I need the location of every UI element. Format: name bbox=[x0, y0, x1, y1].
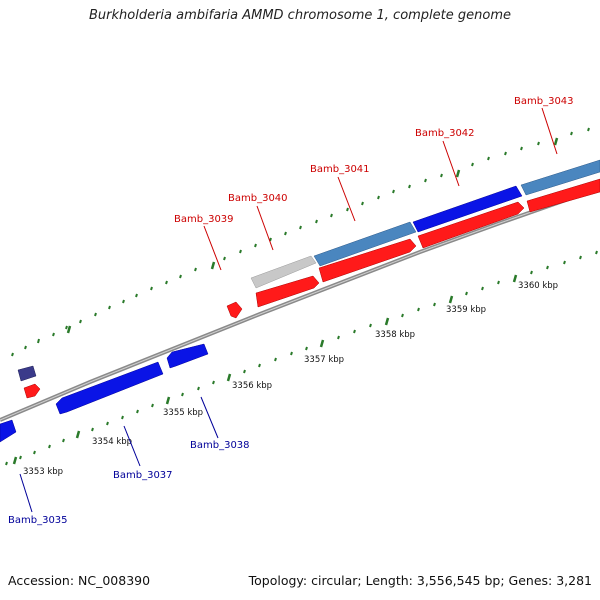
gene-red-1[interactable] bbox=[226, 301, 243, 319]
gene-bamb-3037[interactable] bbox=[55, 361, 164, 415]
gene-bamb-3038[interactable] bbox=[166, 343, 209, 369]
gene-label-bamb-3043: Bamb_3043 bbox=[514, 96, 574, 107]
gene-label-bamb-3041: Bamb_3041 bbox=[310, 164, 370, 175]
gene-navy-small[interactable] bbox=[17, 365, 37, 382]
gene-red-2[interactable] bbox=[255, 275, 320, 308]
map-title: Burkholderia ambifaria AMMD chromosome 1… bbox=[88, 8, 512, 23]
scale-label-3354: 3354 kbp bbox=[92, 437, 132, 447]
scale-labels: 3353 kbp 3354 kbp 3355 kbp 3356 kbp 3357… bbox=[23, 281, 558, 477]
forward-label-leaders bbox=[203, 107, 558, 271]
scale-label-3358: 3358 kbp bbox=[375, 330, 415, 340]
gene-bamb-3035[interactable] bbox=[0, 419, 17, 443]
genome-summary-text: Topology: circular; Length: 3,556,545 bp… bbox=[248, 573, 592, 588]
accession-text: Accession: NC_008390 bbox=[8, 573, 151, 588]
gene-bamb-3042[interactable] bbox=[412, 185, 523, 233]
outer-tick-row bbox=[11, 127, 590, 357]
gene-red-3[interactable] bbox=[318, 238, 417, 283]
scale-label-3353: 3353 kbp bbox=[23, 467, 63, 477]
scale-label-3359: 3359 kbp bbox=[446, 305, 486, 315]
forward-upper-genes[interactable] bbox=[250, 159, 600, 289]
scale-label-3357: 3357 kbp bbox=[304, 355, 344, 365]
gene-bamb-3043[interactable] bbox=[520, 159, 600, 196]
gene-bamb-3040[interactable] bbox=[250, 255, 317, 289]
scale-label-3355: 3355 kbp bbox=[163, 408, 203, 418]
forward-lower-genes[interactable] bbox=[23, 178, 600, 399]
forward-gene-labels: Bamb_3039 Bamb_3040 Bamb_3041 Bamb_3042 … bbox=[174, 96, 574, 225]
gene-red-4[interactable] bbox=[417, 201, 525, 249]
reverse-label-leaders bbox=[19, 396, 219, 513]
gene-bamb-3041[interactable] bbox=[313, 221, 417, 267]
scale-label-3356: 3356 kbp bbox=[232, 381, 272, 391]
scale-label-3360: 3360 kbp bbox=[518, 281, 558, 291]
gene-label-bamb-3035: Bamb_3035 bbox=[8, 515, 68, 526]
gene-red-5[interactable] bbox=[526, 178, 600, 213]
backbone bbox=[0, 186, 600, 422]
gene-label-bamb-3037: Bamb_3037 bbox=[113, 470, 173, 481]
gene-label-bamb-3042: Bamb_3042 bbox=[415, 128, 475, 139]
reverse-genes[interactable] bbox=[0, 343, 209, 443]
reverse-gene-labels: Bamb_3035 Bamb_3037 Bamb_3038 bbox=[8, 440, 250, 526]
gene-red-small-left[interactable] bbox=[23, 383, 41, 399]
inner-tick-row bbox=[5, 250, 598, 466]
gene-label-bamb-3038: Bamb_3038 bbox=[190, 440, 250, 451]
gene-label-bamb-3039: Bamb_3039 bbox=[174, 214, 234, 225]
gene-label-bamb-3040: Bamb_3040 bbox=[228, 193, 288, 204]
